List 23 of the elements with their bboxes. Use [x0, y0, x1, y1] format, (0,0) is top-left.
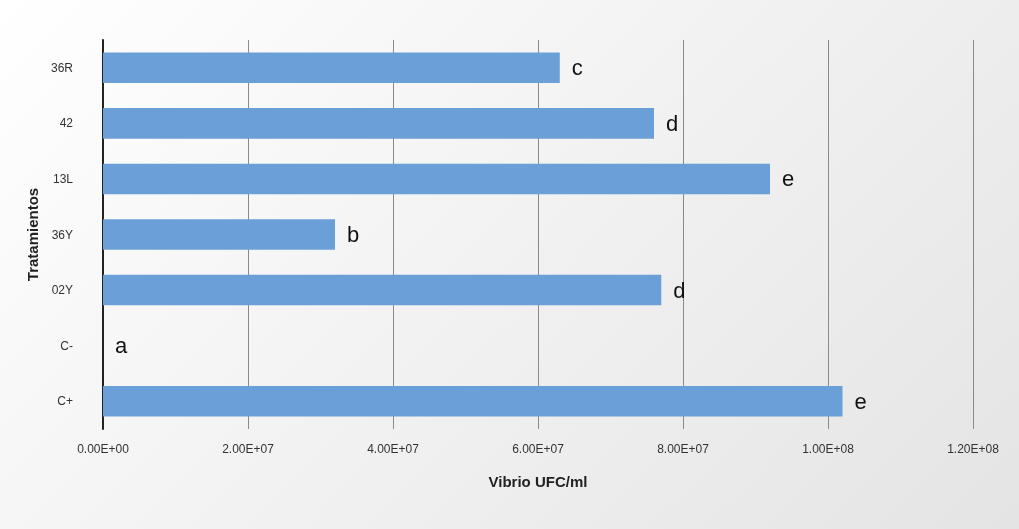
- x-tick-label: 6.00E+07: [512, 442, 565, 456]
- y-tick-label: C-: [60, 338, 73, 353]
- x-tick-label: 2.00E+07: [222, 442, 275, 456]
- y-tick-label: 42: [59, 116, 74, 131]
- x-tick-label: 1.20E+08: [947, 442, 1000, 456]
- y-tick-label: C+: [57, 394, 73, 409]
- y-tick-label: 02Y: [51, 283, 73, 298]
- y-axis-title: Tratamientos: [24, 187, 42, 282]
- data-label: c: [571, 55, 583, 81]
- x-tick-label: 4.00E+07: [367, 442, 420, 456]
- y-tick-label: 13L: [52, 171, 74, 186]
- x-tick-label: 0.00E+00: [77, 442, 130, 456]
- data-label: b: [347, 222, 360, 247]
- x-tick-label: 8.00E+07: [657, 442, 710, 456]
- data-label: e: [782, 166, 795, 192]
- y-tick-label: 36Y: [51, 227, 73, 242]
- data-label: e: [854, 388, 867, 414]
- x-axis-title: Vibrio UFC/ml: [488, 473, 588, 490]
- x-tick-label: 1.00E+08: [802, 442, 855, 456]
- y-tick-label: 36R: [50, 60, 74, 75]
- data-label: d: [666, 110, 679, 136]
- data-label: a: [115, 333, 128, 359]
- data-label: d: [673, 277, 686, 303]
